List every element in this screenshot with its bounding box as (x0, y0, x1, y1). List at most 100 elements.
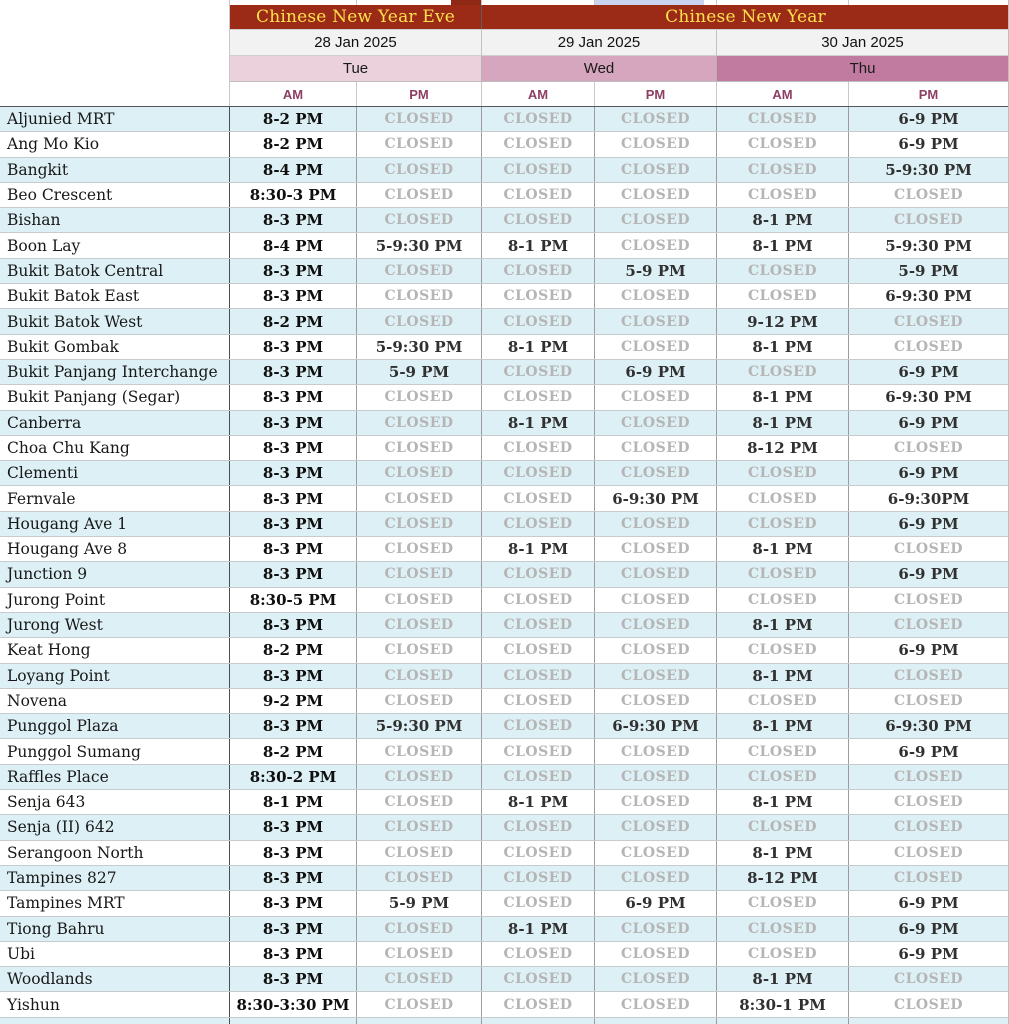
hours-cell: 8-1 PM (482, 233, 595, 258)
table-row: Ang Mo Kio 8-2 PM CLOSED CLOSED CLOSED C… (0, 131, 1008, 157)
table-row: Choa Chu Kang 8-3 PM CLOSED CLOSED CLOSE… (0, 434, 1008, 461)
hours-cell: CLOSED (717, 562, 849, 587)
table-row: Woodlands 8-3 PM CLOSED CLOSED CLOSED 8-… (0, 966, 1008, 992)
hours-cell: CLOSED (482, 309, 595, 334)
hours-cell: CLOSED (357, 284, 482, 309)
hours-cell: CLOSED (482, 714, 595, 739)
hours-cell: CLOSED (482, 461, 595, 486)
hours-cell: CLOSED (717, 157, 849, 182)
hours-cell: 6-9:30PM (849, 486, 1008, 510)
hours-cell: CLOSED (357, 309, 482, 334)
cny-eve-banner: Chinese New Year Eve (230, 5, 482, 29)
hours-cell: 8-1 PM (717, 233, 849, 258)
location-cell: Clementi (0, 461, 230, 486)
hours-cell: CLOSED (595, 334, 717, 359)
hours-cell: CLOSED (357, 461, 482, 486)
hours-cell: CLOSED (357, 511, 482, 537)
hours-cell: CLOSED (717, 461, 849, 486)
hours-cell: CLOSED (849, 183, 1008, 207)
date-row: 28 Jan 2025 29 Jan 2025 30 Jan 2025 (0, 29, 1008, 56)
hours-cell: CLOSED (849, 790, 1008, 814)
hours-cell: CLOSED (482, 132, 595, 157)
location-cell: Senja (II) 642 (0, 815, 230, 840)
hours-cell: CLOSED (482, 511, 595, 537)
location-cell: Choa Chu Kang (0, 435, 230, 461)
table-row: Bangkit 8-4 PM CLOSED CLOSED CLOSED CLOS… (0, 156, 1008, 182)
location-cell: Junction 9 (0, 562, 230, 587)
location-cell: Bukit Batok West (0, 309, 230, 334)
period-cell: PM (357, 82, 482, 106)
hours-cell: CLOSED (357, 916, 482, 941)
location-cell: Tampines MRT (0, 891, 230, 916)
hours-cell: CLOSED (482, 435, 595, 461)
hours-cell: 8-1 PM (482, 916, 595, 941)
hours-cell: 8-1 PM (482, 537, 595, 562)
hours-cell: CLOSED (595, 941, 717, 967)
hours-cell: CLOSED (482, 157, 595, 182)
hours-cell: CLOSED (849, 664, 1008, 688)
location-cell: Bishan (0, 208, 230, 233)
hours-cell: CLOSED (595, 511, 717, 537)
hours-cell: CLOSED (357, 182, 482, 208)
hours-cell: 8-1 PM (482, 410, 595, 435)
cropped-cell (230, 0, 357, 5)
hours-cell: 9-12 PM (717, 309, 849, 334)
table-row: Bukit Batok Central 8-3 PM CLOSED CLOSED… (0, 257, 1008, 284)
hours-cell: CLOSED (849, 967, 1008, 991)
hours-cell: 8-12 PM (717, 435, 849, 461)
hours-cell: CLOSED (595, 157, 717, 182)
hours-cell: CLOSED (849, 588, 1008, 612)
hours-cell: 8:30-3:30 PM (230, 992, 357, 1017)
location-cell: Senja 643 (0, 790, 230, 815)
table-row: Canberra 8-3 PM CLOSED 8-1 PM CLOSED 8-1… (0, 409, 1008, 435)
hours-cell: CLOSED (595, 182, 717, 208)
table-row: Tiong Bahru 8-3 PM CLOSED 8-1 PM CLOSED … (0, 915, 1008, 941)
hours-cell: 8-1 PM (717, 612, 849, 638)
hours-cell: 8-2 PM (230, 739, 357, 764)
hours-cell: CLOSED (595, 537, 717, 562)
hours-cell: 8-3 PM (230, 815, 357, 840)
hours-cell: CLOSED (482, 562, 595, 587)
hours-cell: CLOSED (595, 612, 717, 638)
location-cell: Bangkit (0, 157, 230, 182)
hours-cell: CLOSED (482, 208, 595, 233)
hours-cell: CLOSED (717, 815, 849, 840)
table-row: Serangoon North 8-3 PM CLOSED CLOSED CLO… (0, 839, 1008, 865)
hours-cell: CLOSED (595, 688, 717, 714)
hours-cell: CLOSED (717, 132, 849, 157)
hours-cell: CLOSED (357, 941, 482, 967)
hours-cell: 5-9:30 PM (849, 233, 1008, 257)
location-cell: Novena (0, 688, 230, 714)
cropped-cell (0, 1017, 230, 1024)
hours-cell: CLOSED (849, 613, 1008, 637)
hours-cell: 8-3 PM (230, 486, 357, 511)
hours-cell: 8-2 PM (230, 132, 357, 157)
hours-cell: CLOSED (357, 865, 482, 891)
hours-cell: CLOSED (595, 132, 717, 157)
hours-cell: CLOSED (357, 612, 482, 638)
location-cell: Jurong West (0, 612, 230, 638)
hours-cell: CLOSED (482, 688, 595, 714)
hours-cell: 6-9 PM (849, 132, 1008, 156)
hours-cell: 8-3 PM (230, 941, 357, 967)
hours-cell: 8-12 PM (717, 865, 849, 891)
location-cell: Tampines 827 (0, 865, 230, 891)
hours-cell: 8-3 PM (230, 461, 357, 486)
hours-cell: CLOSED (357, 132, 482, 157)
table-row: Bukit Panjang (Segar) 8-3 PM CLOSED CLOS… (0, 384, 1008, 410)
location-cell: Boon Lay (0, 233, 230, 258)
cropped-cell (717, 0, 849, 5)
location-cell: Bukit Batok East (0, 284, 230, 309)
location-cell: Bukit Batok Central (0, 258, 230, 284)
hours-cell: 5-9:30 PM (849, 158, 1008, 182)
period-cell: PM (595, 82, 717, 106)
hours-cell: CLOSED (482, 486, 595, 511)
location-cell: Hougang Ave 1 (0, 511, 230, 537)
table-row: Fernvale 8-3 PM CLOSED CLOSED 6-9:30 PM … (0, 485, 1008, 511)
hours-cell: 6-9 PM (849, 461, 1008, 485)
hours-cell: CLOSED (717, 638, 849, 663)
hours-cell: 6-9:30 PM (595, 714, 717, 739)
hours-cell: CLOSED (482, 182, 595, 208)
period-cell: AM (717, 82, 849, 106)
